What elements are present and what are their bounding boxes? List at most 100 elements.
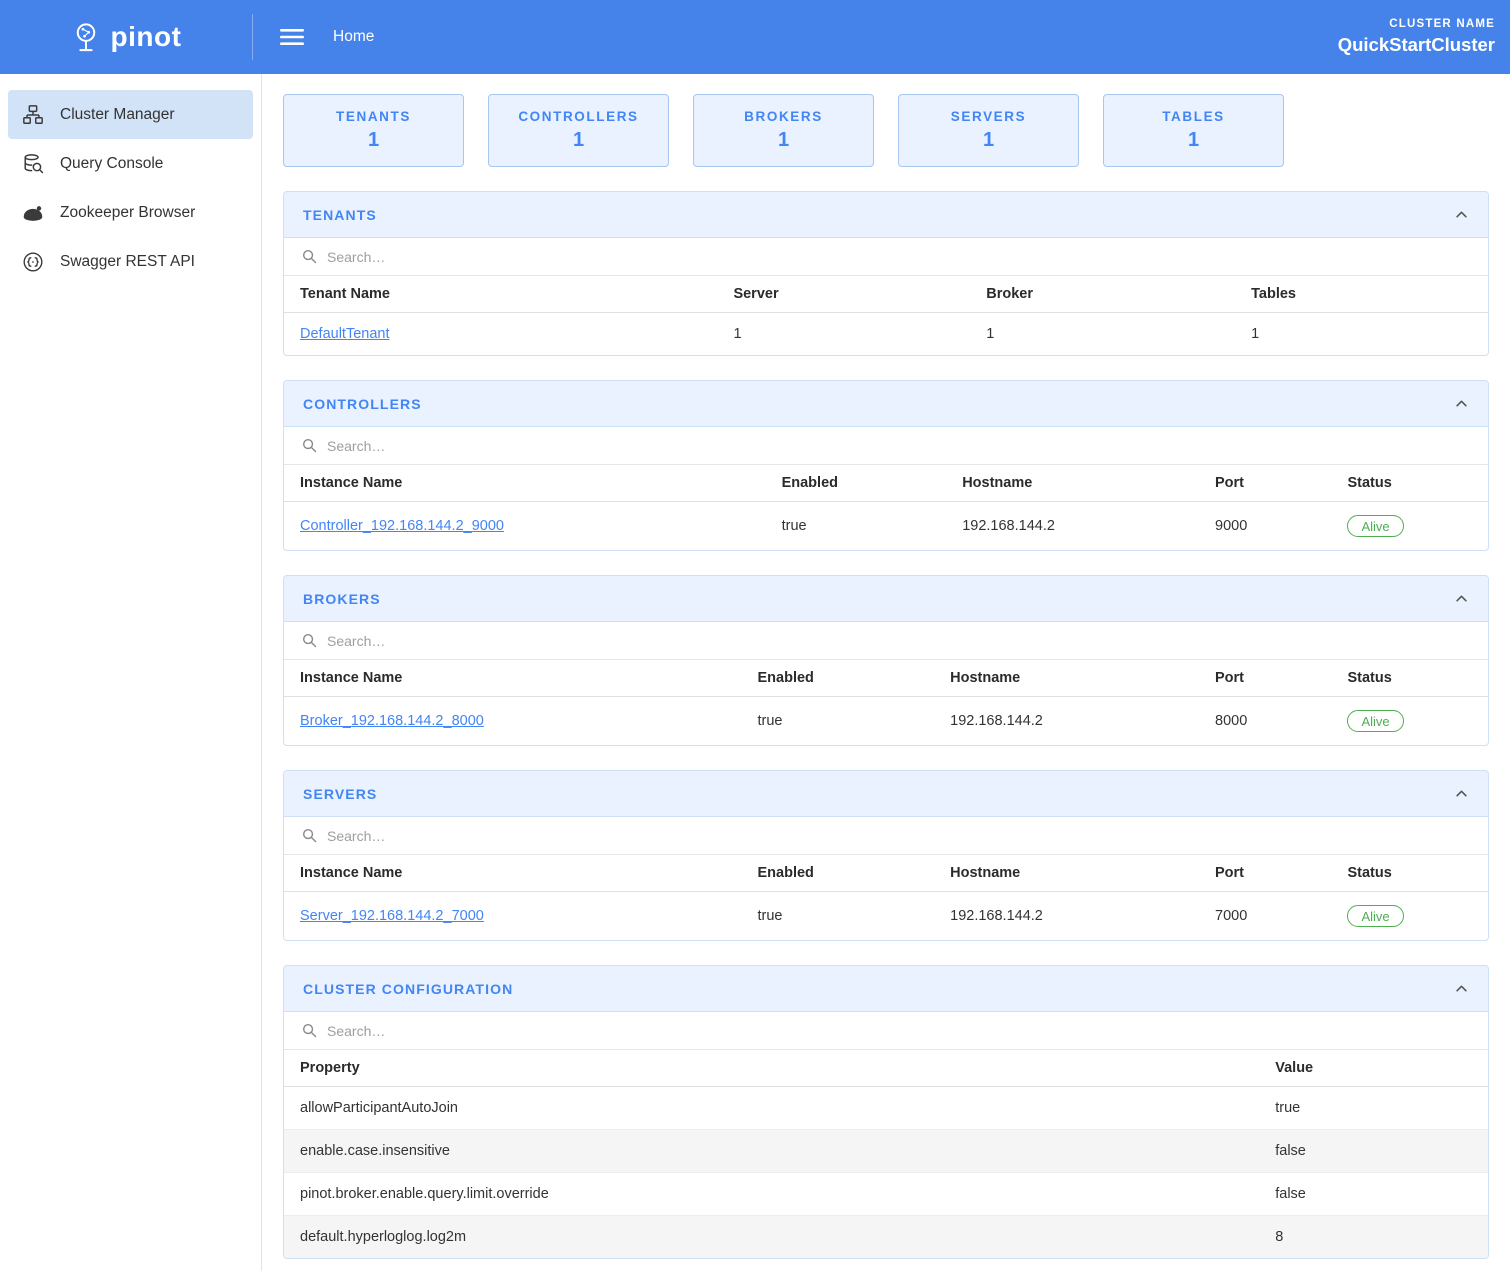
table-cell: 1: [733, 326, 742, 342]
stat-card-controllers[interactable]: CONTROLLERS 1: [488, 94, 669, 167]
sidebar-item-query-console[interactable]: Query Console: [8, 139, 253, 188]
panel-header-tenants[interactable]: TENANTS: [284, 192, 1488, 238]
brand-area: pinot: [0, 0, 252, 74]
table-cell: 192.168.144.2: [950, 713, 1043, 729]
table-row: default.hyperloglog.log2m 8: [284, 1215, 1488, 1258]
stat-card-value: 1: [777, 129, 790, 151]
search-input-cluster-configuration[interactable]: [327, 1022, 1471, 1039]
search-input-controllers[interactable]: [327, 437, 1471, 454]
panel-cluster-configuration: CLUSTER CONFIGURATION PropertyValueallowP…: [283, 965, 1489, 1259]
column-header: Value: [1259, 1050, 1488, 1087]
table-cell: Controller_192.168.144.2_9000: [284, 502, 766, 551]
table-cell: true: [1259, 1086, 1488, 1130]
chevron-up-icon[interactable]: [1454, 591, 1469, 606]
cluster-name-label: CLUSTER NAME: [1389, 18, 1495, 30]
column-header: Server: [717, 276, 971, 313]
column-header: Broker: [970, 276, 1236, 313]
menu-icon[interactable]: [279, 27, 305, 47]
stat-card-servers[interactable]: SERVERS 1: [898, 94, 1079, 167]
table-cell: Server_192.168.144.2_7000: [284, 892, 742, 941]
stat-card-value: 1: [982, 129, 995, 151]
stats-row: TENANTS 1 CONTROLLERS 1 BROKERS 1 SERVERS 1 TABL…: [283, 94, 1489, 167]
stat-card-tables[interactable]: TABLES 1: [1103, 94, 1284, 167]
tenants-link[interactable]: DefaultTenant: [300, 326, 390, 342]
pinot-logo-icon: [71, 19, 101, 55]
table-cell: 192.168.144.2: [962, 518, 1055, 534]
table-cell: true: [757, 908, 783, 924]
column-header: Tenant Name: [284, 276, 718, 313]
table-cell: default.hyperloglog.log2m: [300, 1229, 467, 1245]
stat-card-label: BROKERS: [744, 109, 823, 124]
panel-header-cluster-configuration[interactable]: CLUSTER CONFIGURATION: [284, 966, 1488, 1012]
table-cell: 1: [986, 326, 995, 342]
servers-link[interactable]: Server_192.168.144.2_7000: [300, 908, 484, 924]
table-cell: Alive: [1331, 502, 1488, 551]
search-icon: [301, 632, 318, 649]
stat-card-label: CONTROLLERS: [518, 109, 639, 124]
status-badge: Alive: [1347, 515, 1404, 537]
panel-header-brokers[interactable]: BROKERS: [284, 576, 1488, 622]
stat-card-tenants[interactable]: TENANTS 1: [283, 94, 464, 167]
stat-card-label: TABLES: [1162, 109, 1225, 124]
table-row: pinot.broker.enable.query.limit.override…: [284, 1172, 1488, 1216]
sidebar-item-cluster-manager[interactable]: Cluster Manager: [8, 90, 253, 139]
chevron-up-icon[interactable]: [1454, 396, 1469, 411]
table-cell: enable.case.insensitive: [284, 1129, 1260, 1173]
table-cell: 7000: [1215, 908, 1248, 924]
search-input-brokers[interactable]: [327, 632, 1471, 649]
sidebar-item-swagger-rest-api[interactable]: Swagger REST API: [8, 237, 253, 286]
column-header: Port: [1199, 660, 1332, 697]
table-header-row: Tenant Name Server Broker Tables: [284, 276, 1488, 313]
column-header: Status: [1331, 855, 1488, 892]
panel-title: CLUSTER CONFIGURATION: [303, 980, 514, 997]
column-header: Property: [284, 1050, 1260, 1087]
table-row: DefaultTenant 1 1 1: [284, 313, 1488, 356]
controllers-link[interactable]: Controller_192.168.144.2_9000: [300, 518, 504, 534]
panel-title: SERVERS: [303, 785, 378, 802]
panel-title: BROKERS: [303, 590, 381, 607]
sidebar-item-zookeeper-browser[interactable]: Zookeeper Browser: [8, 188, 253, 237]
data-table-controllers: Instance Name Enabled Hostname Port Status Co…: [284, 465, 1488, 550]
search-input-servers[interactable]: [327, 827, 1471, 844]
stat-card-brokers[interactable]: BROKERS 1: [693, 94, 874, 167]
brokers-link[interactable]: Broker_192.168.144.2_8000: [300, 713, 484, 729]
chevron-up-icon[interactable]: [1454, 981, 1469, 996]
sidebar: Cluster Manager Query Console Zookeeper …: [0, 74, 262, 1271]
search-icon: [301, 827, 318, 844]
stat-card-label: TENANTS: [336, 109, 411, 124]
table-cell: Alive: [1331, 697, 1488, 746]
top-bar: pinot Home CLUSTER NAME QuickStartCluste…: [0, 0, 1510, 74]
panel-controllers: CONTROLLERS Instance NameEnabledHostnameP…: [283, 380, 1489, 551]
home-link[interactable]: Home: [333, 28, 375, 45]
table-cell: Broker_192.168.144.2_8000: [284, 697, 742, 746]
brand-name: pinot: [110, 21, 182, 52]
search-input-tenants[interactable]: [327, 248, 1471, 265]
panel-header-servers[interactable]: SERVERS: [284, 771, 1488, 817]
panel-header-controllers[interactable]: CONTROLLERS: [284, 381, 1488, 427]
table-cell: DefaultTenant: [284, 313, 717, 356]
zookeeper-icon: [21, 202, 45, 224]
table-cell: true: [781, 518, 807, 534]
search-row: [284, 817, 1488, 855]
search-row: [284, 622, 1488, 660]
column-header: Hostname: [934, 660, 1200, 697]
column-header: Instance Name: [284, 465, 766, 502]
column-header: Hostname: [934, 855, 1200, 892]
chevron-up-icon[interactable]: [1454, 207, 1469, 222]
column-header: Status: [1331, 465, 1488, 502]
table-cell: true: [757, 713, 783, 729]
data-table-tenants: Tenant Name Server Broker Tables DefaultTena…: [284, 276, 1488, 355]
search-row: [284, 1012, 1488, 1050]
search-row: [284, 427, 1488, 465]
table-header-row: Property Value: [284, 1050, 1488, 1087]
column-header: Enabled: [741, 660, 935, 697]
status-badge: Alive: [1347, 710, 1404, 732]
data-table-cluster-configuration: Property Value allowParticipantAutoJoin tru…: [284, 1050, 1488, 1258]
search-icon: [301, 1022, 318, 1039]
chevron-up-icon[interactable]: [1454, 786, 1469, 801]
column-header: Port: [1199, 465, 1332, 502]
search-row: [284, 238, 1488, 276]
table-cell: 9000: [1215, 518, 1248, 534]
sidebar-item-label: Swagger REST API: [60, 252, 195, 270]
